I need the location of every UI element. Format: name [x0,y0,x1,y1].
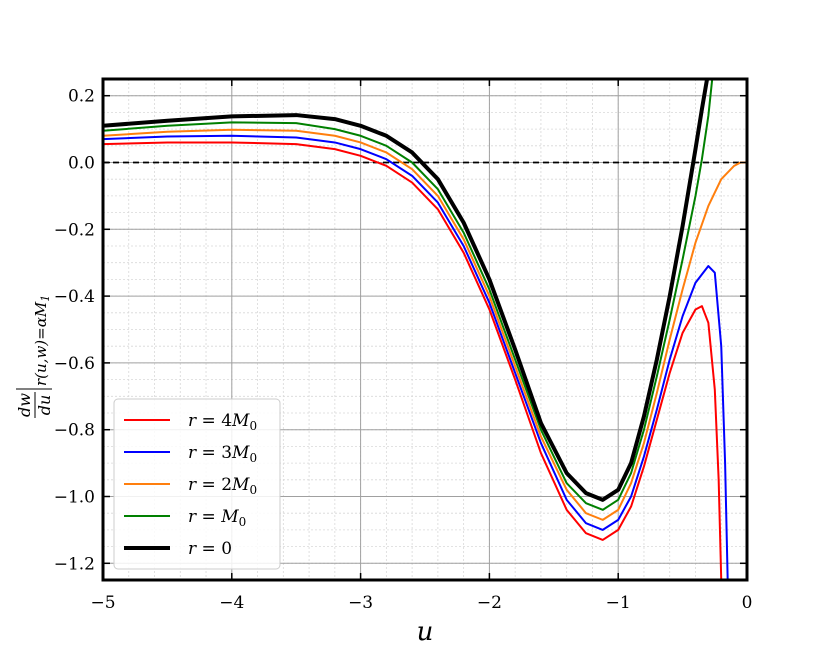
series-layer [103,79,747,580]
x-axis-title: u [417,617,434,647]
y-axis-frac-den: du [35,395,54,416]
y-tick-label: −0.2 [54,220,95,240]
y-axis-title: dw du r(u,w)=αM1 [15,295,54,418]
y-tick-label: −0.6 [54,354,95,374]
y-axis-subscript: r(u,w)=αM1 [32,295,52,386]
legend-label-var: r [188,443,197,463]
x-tick-label: −4 [219,593,244,613]
legend-label-sub: 0 [249,483,257,497]
series-line-4 [103,79,710,502]
legend-label-0: r = 4M0 [188,411,257,433]
y-tick-label: −1.0 [54,488,95,508]
legend-label-mass: M [220,507,239,527]
legend-label-mass: M [231,411,250,431]
legend-label-var: r [188,539,197,559]
y-axis-subscript-text: r(u,w)=αM [32,301,50,386]
y-tick-label: −0.4 [54,287,95,307]
series-line-2 [103,128,747,521]
series-line-3 [103,79,714,511]
x-tick-labels: −5 −4 −3 −2 −1 0 [90,593,752,613]
legend-label-eq: = [196,507,221,527]
legend-label-var: r [188,411,197,431]
y-tick-label: −0.8 [54,421,95,441]
legend-label-sub: 0 [249,451,257,465]
x-tick-label: −1 [606,593,631,613]
legend-label-3: r = M0 [188,507,246,529]
y-tick-labels: −1.2 −1.0 −0.8 −0.6 −0.4 −0.2 0.0 0.2 [54,87,95,575]
legend-label-eq: = 4 [196,411,232,431]
legend-label-mass: M [231,475,250,495]
y-tick-label: −1.2 [54,554,95,574]
plot-frame [101,77,749,582]
legend-label-var: r [188,507,197,527]
y-axis-subscript-index: 1 [39,295,52,302]
legend-label-sub: 0 [249,419,257,433]
y-tick-label: 0.2 [68,87,95,107]
legend-label-2: r = 2M0 [188,475,257,497]
ticks-layer [102,79,748,580]
y-tick-label: 0.0 [68,154,95,174]
legend-label-eq: = 2 [196,475,232,495]
legend-label-mass: M [231,443,250,463]
legend-label-eq: = 3 [196,443,232,463]
legend-label-4: r = 0 [188,539,232,559]
x-tick-label: 0 [742,593,753,613]
legend-box [113,398,281,570]
series-line-1 [103,134,729,580]
y-axis-frac-num: dw [15,393,34,417]
legend-label-var: r [188,475,197,495]
x-tick-label: −3 [348,593,373,613]
x-tick-label: −5 [90,593,115,613]
legend-label-sub: 0 [239,515,247,529]
legend-label-eq: = 0 [196,539,232,559]
legend-label-1: r = 3M0 [188,443,257,465]
series-line-0 [103,141,723,580]
x-tick-label: −2 [477,593,502,613]
